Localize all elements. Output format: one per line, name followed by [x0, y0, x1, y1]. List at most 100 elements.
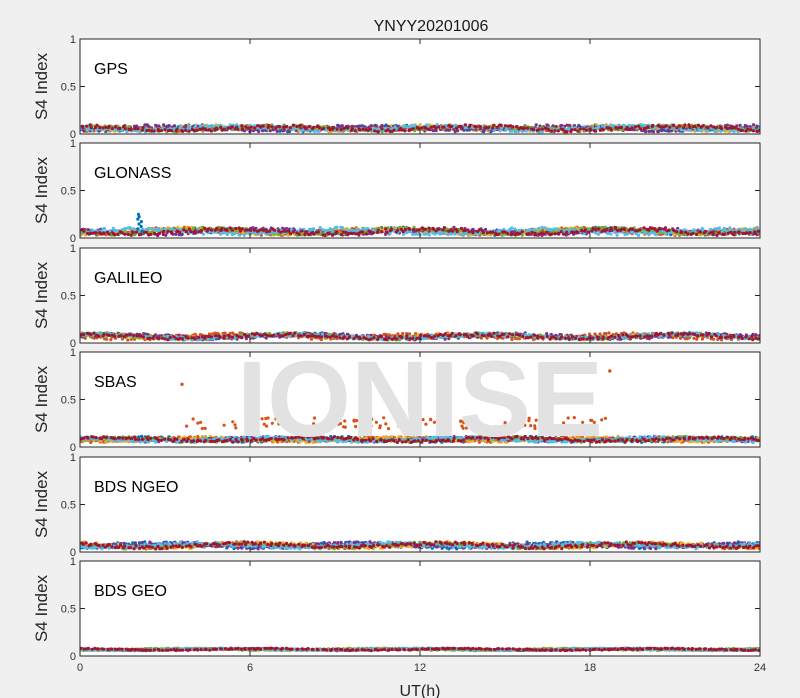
data-point	[281, 229, 286, 233]
data-point	[498, 129, 502, 133]
data-point	[184, 128, 188, 132]
data-point	[144, 230, 148, 234]
data-point	[237, 226, 241, 230]
data-point	[140, 128, 144, 132]
data-point	[102, 231, 106, 235]
data-point	[213, 331, 217, 335]
data-point	[328, 227, 332, 231]
data-point	[276, 232, 281, 236]
data-point	[373, 129, 377, 133]
data-point	[559, 230, 563, 234]
data-point	[385, 230, 389, 235]
data-point	[284, 229, 288, 233]
data-point	[647, 233, 651, 237]
data-point	[714, 125, 719, 130]
data-point	[354, 229, 358, 233]
panel-label: GLONASS	[94, 165, 171, 182]
data-point	[279, 230, 283, 234]
data-point	[364, 232, 368, 236]
data-point	[717, 226, 722, 230]
data-point	[211, 332, 215, 336]
panel-label: GPS	[94, 61, 128, 78]
data-point	[150, 227, 154, 231]
data-point	[587, 230, 591, 234]
data-point	[107, 232, 111, 236]
data-point	[693, 128, 697, 132]
data-point	[256, 126, 260, 130]
data-point	[715, 128, 719, 132]
y-tick-label: 0.5	[61, 186, 76, 198]
data-point	[647, 129, 651, 133]
data-point	[553, 129, 557, 133]
data-point	[144, 228, 148, 232]
data-point	[505, 127, 509, 131]
data-point	[297, 232, 301, 236]
data-point	[534, 123, 538, 127]
data-point	[478, 125, 482, 130]
data-point	[90, 128, 94, 132]
data-point	[270, 125, 274, 129]
data-point	[170, 231, 174, 235]
data-point	[543, 226, 547, 230]
data-point	[274, 126, 278, 130]
data-point	[156, 129, 161, 133]
data-point	[267, 229, 272, 233]
data-point	[82, 129, 86, 133]
data-point	[626, 232, 630, 236]
data-point	[405, 125, 409, 129]
data-point	[109, 338, 113, 342]
data-point	[596, 232, 601, 236]
data-point	[605, 228, 609, 232]
data-point	[455, 126, 459, 130]
data-point	[487, 125, 491, 129]
data-point	[273, 228, 277, 232]
data-point	[709, 227, 713, 232]
data-point	[510, 226, 514, 230]
data-point	[620, 128, 624, 132]
data-point	[257, 229, 261, 233]
data-point	[101, 126, 105, 130]
data-point	[321, 228, 325, 232]
data-point	[711, 232, 716, 236]
data-point	[695, 337, 699, 341]
data-point	[247, 126, 251, 130]
data-point	[286, 129, 291, 133]
data-point	[225, 228, 229, 232]
data-point	[450, 124, 454, 128]
data-point	[557, 232, 561, 236]
data-point	[193, 229, 197, 233]
data-point	[215, 126, 219, 130]
data-point	[274, 231, 278, 235]
data-point	[420, 126, 424, 130]
data-point	[401, 230, 405, 234]
data-point	[643, 124, 647, 128]
data-point	[377, 127, 381, 131]
data-point	[637, 124, 641, 128]
data-point	[256, 124, 260, 128]
data-point	[749, 128, 753, 132]
data-point	[638, 228, 642, 232]
data-point	[364, 128, 368, 132]
data-point	[392, 128, 396, 132]
data-point	[550, 232, 554, 236]
data-point	[318, 225, 322, 230]
data-point	[600, 225, 604, 230]
data-point	[627, 127, 632, 132]
data-point	[647, 228, 651, 232]
data-point	[520, 230, 524, 234]
data-point	[351, 229, 355, 233]
spike-point	[139, 224, 143, 229]
data-point	[249, 125, 253, 129]
data-point	[545, 332, 549, 336]
data-point	[716, 337, 720, 341]
data-point	[513, 227, 517, 231]
data-point	[590, 229, 594, 233]
data-point	[531, 127, 536, 132]
data-point	[355, 124, 359, 128]
data-point	[688, 125, 692, 129]
data-point	[722, 232, 726, 236]
data-point	[693, 125, 697, 129]
data-point	[455, 229, 459, 234]
spike-point	[139, 220, 143, 224]
